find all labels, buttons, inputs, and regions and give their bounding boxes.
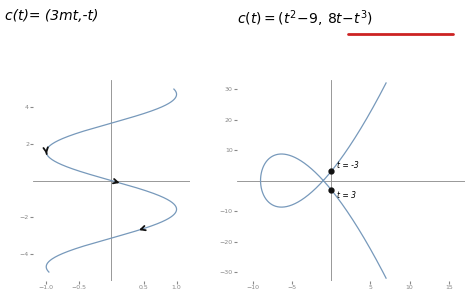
Text: t = 3: t = 3: [337, 191, 356, 200]
Text: c(t)= (3mt,-t): c(t)= (3mt,-t): [5, 9, 98, 23]
Text: t = -3: t = -3: [337, 161, 359, 170]
Text: $c(t)=(t^2\!-\!9,\,8t\!-\!t^3)$: $c(t)=(t^2\!-\!9,\,8t\!-\!t^3)$: [237, 9, 373, 30]
